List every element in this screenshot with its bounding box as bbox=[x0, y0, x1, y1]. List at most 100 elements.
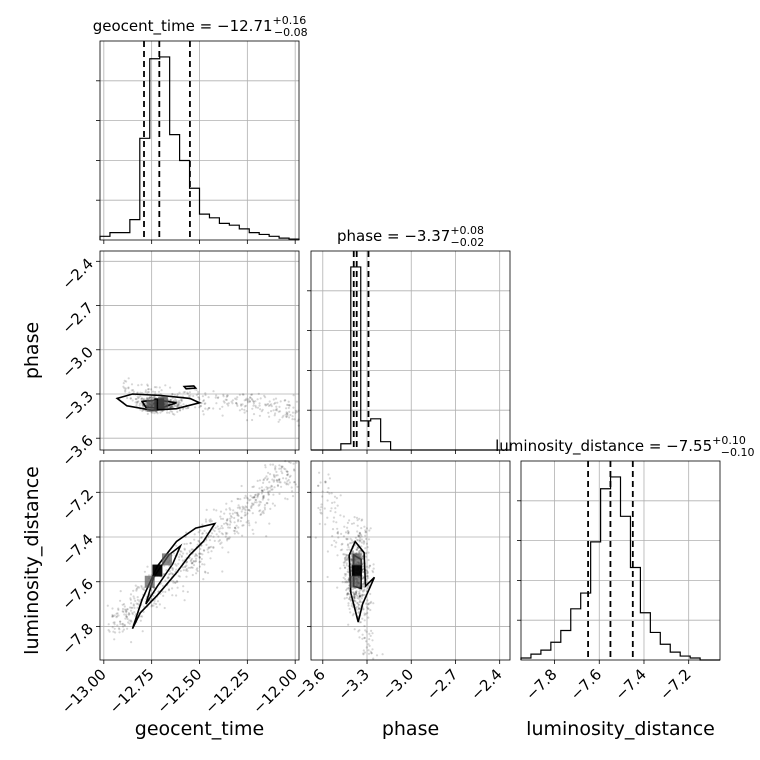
sample-point bbox=[140, 584, 143, 588]
sample-point bbox=[191, 566, 194, 569]
sample-point bbox=[150, 396, 153, 399]
sample-point bbox=[117, 607, 120, 610]
sample-point bbox=[357, 630, 360, 633]
sample-point bbox=[318, 522, 321, 526]
sample-point bbox=[276, 480, 279, 483]
x-axis-label-luminosity-distance: luminosity_distance bbox=[526, 718, 715, 740]
sample-point bbox=[260, 489, 264, 492]
sample-point bbox=[138, 402, 141, 405]
sample-point bbox=[264, 396, 267, 399]
title-upper-error: +0.16 bbox=[273, 14, 307, 27]
sample-point bbox=[181, 559, 184, 562]
density-contour bbox=[348, 539, 376, 623]
sample-point bbox=[127, 612, 130, 615]
sample-point bbox=[180, 404, 183, 407]
sample-point bbox=[177, 403, 180, 406]
sample-point bbox=[185, 560, 189, 564]
sample-point bbox=[330, 544, 333, 547]
sample-point bbox=[365, 646, 368, 649]
sample-point bbox=[119, 622, 122, 626]
sample-point bbox=[106, 604, 109, 607]
sample-point bbox=[199, 404, 203, 408]
sample-point bbox=[285, 415, 288, 418]
sample-point bbox=[362, 570, 365, 573]
sample-point bbox=[265, 403, 268, 406]
sample-point bbox=[136, 397, 139, 400]
sample-point bbox=[162, 594, 165, 598]
sample-point bbox=[375, 654, 379, 657]
sample-point bbox=[271, 478, 274, 481]
sample-point bbox=[176, 586, 179, 589]
sample-point bbox=[242, 393, 245, 396]
sample-point bbox=[333, 539, 336, 542]
sample-point bbox=[342, 576, 345, 579]
sample-point bbox=[359, 594, 362, 597]
sample-point bbox=[167, 589, 171, 592]
sample-point bbox=[205, 508, 208, 511]
sample-point bbox=[256, 479, 259, 482]
sample-point bbox=[133, 606, 136, 610]
sample-point bbox=[146, 396, 149, 399]
sample-point bbox=[358, 596, 361, 599]
sample-point bbox=[287, 400, 290, 403]
sample-point bbox=[178, 399, 181, 402]
sample-point bbox=[269, 486, 272, 489]
sample-point bbox=[188, 391, 191, 394]
sample-point bbox=[284, 468, 287, 471]
sample-point bbox=[336, 532, 340, 535]
sample-point bbox=[293, 481, 296, 484]
sample-point bbox=[273, 486, 276, 489]
sample-point bbox=[128, 606, 132, 609]
sample-point bbox=[112, 630, 115, 633]
sample-point bbox=[372, 567, 375, 570]
sample-point bbox=[252, 496, 256, 499]
sample-point bbox=[173, 393, 176, 396]
sample-point bbox=[356, 519, 359, 522]
sample-point bbox=[343, 572, 346, 576]
sample-point bbox=[217, 540, 220, 543]
sample-point bbox=[193, 533, 196, 536]
sample-point bbox=[219, 515, 222, 518]
sample-point bbox=[134, 397, 137, 401]
y-tick-label: −7.2 bbox=[59, 486, 97, 524]
sample-point bbox=[204, 392, 207, 395]
sample-point bbox=[185, 575, 188, 578]
sample-point bbox=[358, 531, 361, 535]
sample-point bbox=[334, 545, 337, 548]
sample-point bbox=[358, 540, 361, 543]
sample-point bbox=[116, 624, 119, 627]
sample-point bbox=[366, 571, 369, 574]
sample-point bbox=[129, 397, 133, 400]
sample-point bbox=[174, 581, 177, 584]
sample-point bbox=[234, 397, 237, 400]
sample-point bbox=[321, 495, 324, 498]
sample-point bbox=[160, 389, 163, 392]
sample-point bbox=[286, 403, 289, 406]
sample-point bbox=[227, 537, 230, 540]
sample-point bbox=[256, 406, 260, 409]
sample-point bbox=[268, 415, 271, 418]
sample-points bbox=[106, 460, 299, 644]
sample-point bbox=[288, 404, 291, 407]
sample-point bbox=[283, 467, 286, 470]
sample-point bbox=[355, 590, 358, 594]
title-main: phase = −3.37 bbox=[337, 227, 450, 245]
sample-point bbox=[210, 519, 213, 523]
sample-point bbox=[294, 483, 297, 486]
sample-point bbox=[182, 590, 185, 593]
sample-point bbox=[348, 596, 352, 599]
sample-point bbox=[356, 601, 359, 604]
sample-point bbox=[367, 616, 370, 619]
sample-point bbox=[230, 516, 233, 519]
sample-point bbox=[228, 507, 231, 510]
x-tick-label: −7.2 bbox=[656, 665, 694, 703]
sample-point bbox=[360, 527, 363, 530]
sample-point bbox=[270, 485, 273, 488]
sample-point bbox=[272, 398, 275, 401]
sample-point bbox=[204, 393, 207, 397]
sample-point bbox=[273, 402, 276, 405]
sample-point bbox=[264, 476, 267, 480]
sample-point bbox=[360, 541, 363, 544]
sample-point bbox=[245, 397, 248, 400]
sample-point bbox=[343, 561, 346, 564]
